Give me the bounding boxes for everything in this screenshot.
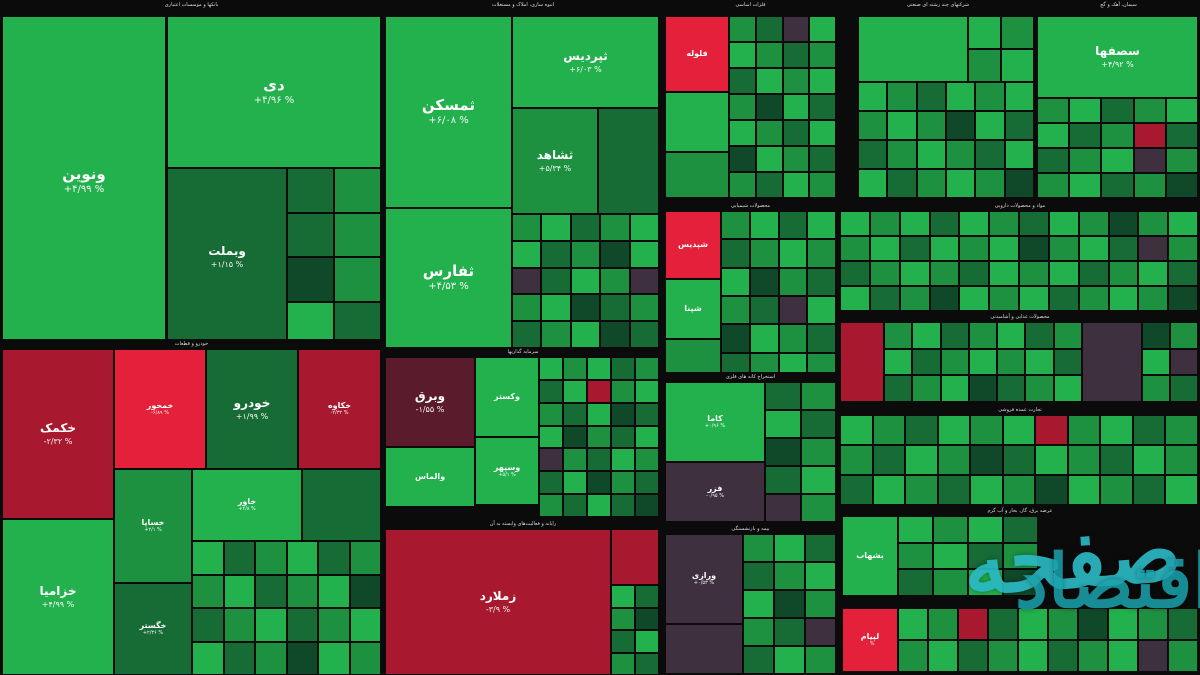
tile-foolad-small[interactable] — [665, 152, 729, 198]
sector-title: مواد و محصولات دارویی — [994, 203, 1046, 209]
small-tiles-metal — [765, 382, 836, 522]
tile-vakaskar[interactable]: وکستر — [475, 357, 539, 437]
sector-investment: انبوه سازی، املاک و مستغلات ثمسکن % ۶/۰۸… — [385, 0, 661, 347]
sector-title: بیمه و بازنشستگی — [731, 526, 770, 532]
tile-khkomak[interactable]: خکمک % ۲/۳۲- — [2, 349, 114, 519]
sector-title: محصولات شیمیایی — [730, 203, 771, 209]
tile-shapdis[interactable]: شپدیس — [665, 211, 721, 279]
sector-title: فلزات اساسی — [735, 2, 766, 8]
small-tiles-products — [729, 16, 836, 198]
tile-fakhooz[interactable]: فلوله — [665, 16, 729, 92]
tile-khzamia[interactable]: خزامیا % ۴/۹۹+ — [2, 519, 114, 675]
sector-insurance: بیمه و بازنشستگی ورازی % ۰/۵۳+ — [663, 524, 838, 675]
small-tiles-chemicals — [721, 211, 836, 381]
tile-bshahab[interactable]: بشهاب — [842, 516, 898, 596]
small-tiles-investment — [512, 214, 659, 347]
tile-khanshar[interactable] — [302, 469, 381, 541]
sector-services: رایانه و فعالیت‌های وابسته به آن زملارد … — [385, 519, 661, 675]
sector-title: شرکتهای چند رشته ای صنعتی — [906, 2, 970, 8]
tile-foroud[interactable] — [665, 92, 729, 152]
sector-pharma: مواد و محصولات دارویی — [840, 201, 1200, 311]
sector-trade: تجارت عمده فروشی — [840, 405, 1200, 505]
tile-valmas[interactable]: والماس — [385, 447, 475, 507]
tile-dey[interactable]: دی % ۴/۹۶+ — [167, 16, 381, 168]
tile-khodro[interactable]: خودرو % ۱/۹۹+ — [206, 349, 298, 469]
sector-metal: استخراج کانه های فلزی کاما % ۰/۹۶+ فزر %… — [663, 372, 838, 524]
tile-vbmellat[interactable]: وبملت % ۱/۱۵+ — [167, 168, 287, 346]
small-tiles-services — [611, 585, 659, 675]
small-tiles-mines-b — [858, 82, 1034, 198]
sector-title: خودرو و قطعات — [174, 341, 209, 347]
tile-varazi[interactable]: ورازی % ۰/۵۳+ — [665, 534, 743, 624]
sector-title: بانکها و موسسات اعتباری — [164, 2, 219, 8]
sector-chemicals: محصولات شیمیایی شپدیس شپنا — [663, 201, 838, 381]
sector-banks: بانکها و موسسات اعتباری ونوین % ۴/۹۹+ دی… — [0, 0, 383, 347]
tile-tshahed[interactable]: ثشاهد % ۵/۳۴+ — [512, 108, 598, 214]
sector-utilities: عرضه برق، گاز، بخار و آب گرم بشهاب لپیام… — [840, 506, 1200, 675]
tile-tpardis[interactable]: ثپردیس % ۶/۰۳+ — [512, 16, 659, 108]
tile-vbarg[interactable]: وبرق % ۱/۵۵- — [385, 357, 475, 447]
sector-mines: شرکتهای چند رشته ای صنعتی — [840, 0, 1036, 200]
tile-dana[interactable] — [665, 624, 743, 674]
tile-food-mute[interactable] — [1082, 322, 1142, 402]
sector-title: رایانه و فعالیت‌های وابسته به آن — [489, 521, 557, 527]
tile-shapna[interactable]: شپنا — [665, 279, 721, 339]
sector-products: فلزات اساسی فلوله — [663, 0, 838, 200]
sector-title: محصولات غذایی و آشامیدنی — [990, 314, 1050, 320]
sector-food: محصولات غذایی و آشامیدنی — [840, 312, 1200, 404]
small-tiles-pharma — [840, 211, 1198, 311]
tile-food-red[interactable] — [840, 322, 884, 402]
tile-fazar[interactable]: فزر % ۰/۹۵- — [665, 462, 765, 522]
tile-tfars[interactable]: ثفارس % ۴/۵۳+ — [385, 208, 512, 347]
tile-khkave[interactable]: خکاوه % ۲/۳۲- — [298, 349, 381, 469]
small-tiles-cement — [1037, 98, 1198, 198]
small-tiles-trade — [840, 415, 1198, 505]
sector-title: تجارت عمده فروشی — [998, 407, 1042, 413]
tile-kama[interactable]: کاما % ۰/۹۶+ — [665, 382, 765, 462]
sector-cement-bank: سرمایه گذاریها وبرق % ۱/۵۵- وکستر وسپهر … — [385, 347, 661, 521]
small-tiles-food-b — [1142, 322, 1198, 402]
small-tiles-banks — [287, 168, 381, 346]
sector-title: استخراج کانه های فلزی — [725, 374, 776, 380]
small-tiles-utilities-b — [898, 608, 1198, 672]
tile-tnahar[interactable] — [598, 108, 659, 214]
sector-cement: سیمان، آهک و گچ سصفها % ۴/۹۲+ — [1037, 0, 1200, 200]
sector-title: عرضه برق، گاز، بخار و آب گرم — [987, 508, 1053, 514]
tile-khsapa[interactable]: خساپا % ۲/۱+ — [114, 469, 192, 583]
tile-zmalard[interactable]: زملارد % ۳/۹- — [385, 529, 611, 675]
small-tiles-auto — [192, 541, 381, 675]
tile-khamhoor[interactable]: خمحور % ۶/۸۹- — [114, 349, 206, 469]
tile-tamaskan[interactable]: ثمسکن % ۶/۰۸+ — [385, 16, 512, 208]
small-tiles-mines-a — [968, 16, 1034, 82]
tile-zanga[interactable] — [611, 529, 659, 585]
tile-khavar[interactable]: خاور % ۲/۸+ — [192, 469, 302, 541]
tile-vakhnafa[interactable] — [858, 16, 968, 82]
small-tiles-cement-bank — [539, 357, 659, 517]
tile-sasfaha[interactable]: سصفها % ۴/۹۲+ — [1037, 16, 1198, 98]
small-tiles-food — [884, 322, 1082, 402]
tile-khgostar[interactable]: خگستر % ۲/۳۶+ — [114, 583, 192, 675]
tile-vanovin[interactable]: ونوین % ۴/۹۹+ — [2, 16, 166, 346]
sector-auto: خودرو و قطعات خکمک % ۲/۳۲- خمحور % ۶/۸۹-… — [0, 339, 383, 675]
tile-leaham[interactable]: لپیام % ۰ — [842, 608, 898, 672]
sector-title: سیمان، آهک و گچ — [1100, 2, 1137, 8]
small-tiles-insurance — [743, 534, 836, 674]
tile-vasepahr[interactable]: وسپهر % ۵/۱+ — [475, 437, 539, 505]
sector-title: انبوه سازی، املاک و مستغلات — [491, 2, 555, 8]
small-tiles-utilities — [898, 516, 1038, 596]
sector-title: سرمایه گذاریها — [507, 349, 539, 355]
